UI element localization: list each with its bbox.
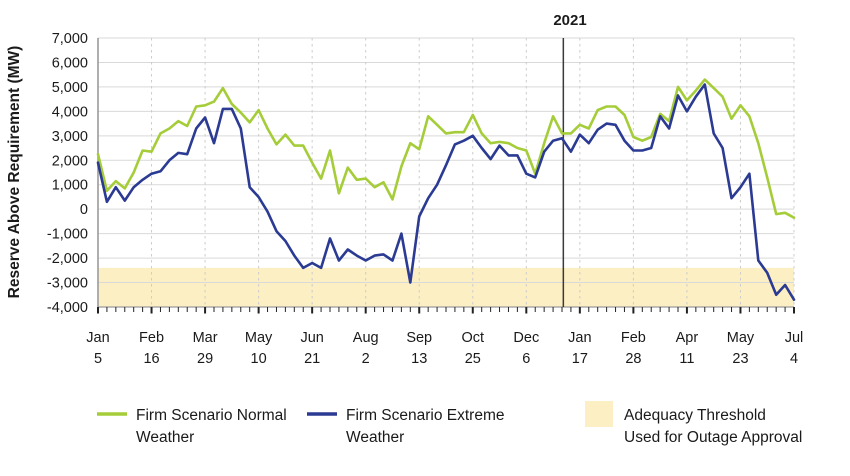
legend-box-swatch bbox=[585, 401, 613, 427]
x-tick-month-label: Jan bbox=[568, 330, 591, 346]
legend-label: Weather bbox=[136, 429, 194, 446]
x-tick-month-label: Oct bbox=[461, 330, 484, 346]
x-tick-month-label: Jan bbox=[86, 330, 109, 346]
y-tick-label: 3,000 bbox=[52, 129, 88, 145]
y-tick-label: -1,000 bbox=[47, 227, 88, 243]
adequacy-band-group bbox=[98, 267, 794, 307]
x-tick-day-label: 17 bbox=[572, 351, 588, 367]
x-tick-month-label: May bbox=[727, 330, 755, 346]
x-tick-day-label: 16 bbox=[143, 351, 159, 367]
legend-label: Adequacy Threshold bbox=[624, 407, 766, 424]
legend-group: Firm Scenario Normal Weather Firm Scenario… bbox=[97, 401, 802, 446]
series-extreme-weather-line bbox=[96, 83, 796, 302]
x-tick-month-label: Feb bbox=[621, 330, 646, 346]
y-tick-label: -3,000 bbox=[47, 276, 88, 292]
x-tick-month-label: Sep bbox=[406, 330, 432, 346]
y-tick-label: 5,000 bbox=[52, 80, 88, 96]
x-tick-day-label: 25 bbox=[465, 351, 481, 367]
x-tick-month-label: Apr bbox=[676, 330, 699, 346]
legend-label: Weather bbox=[346, 429, 404, 446]
x-tick-month-label: Jun bbox=[300, 330, 323, 346]
y-tick-label: 6,000 bbox=[52, 55, 88, 71]
x-tick-day-label: 23 bbox=[732, 351, 748, 367]
adequacy-band bbox=[98, 267, 794, 307]
x-tick-day-label: 4 bbox=[790, 351, 798, 367]
x-tick-day-label: 5 bbox=[94, 351, 102, 367]
x-tick-day-label: 11 bbox=[679, 351, 694, 367]
y-tick-label: 2,000 bbox=[52, 153, 88, 169]
x-tick-labels-group: Jan 5 Feb 16 Mar 29 May 10 Jun 21 Aug 2 Sep 13 Oct 25 De… bbox=[86, 330, 803, 367]
y-tick-label: 1,000 bbox=[52, 178, 88, 194]
y-tick-label: -4,000 bbox=[47, 300, 88, 316]
legend-label: Used for Outage Approval bbox=[624, 429, 802, 446]
y-tick-label: 0 bbox=[80, 202, 88, 218]
x-tick-month-label: Mar bbox=[193, 330, 218, 346]
x-tick-day-label: 13 bbox=[411, 351, 427, 367]
y-tick-label: -2,000 bbox=[47, 251, 88, 267]
y-axis-title: Reserve Above Requirement (MW) bbox=[6, 46, 23, 299]
y-tick-label: 7,000 bbox=[52, 31, 88, 47]
y-tick-labels-group: 7,000 6,000 5,000 4,000 3,000 2,000 1,000 0 -1,0… bbox=[47, 31, 88, 316]
x-tick-day-label: 21 bbox=[304, 351, 320, 367]
x-tick-month-label: Aug bbox=[353, 330, 379, 346]
series-group bbox=[96, 78, 796, 302]
tick-marks-group bbox=[97, 307, 795, 314]
x-tick-month-label: Feb bbox=[139, 330, 164, 346]
legend-label: Firm Scenario Normal bbox=[136, 407, 287, 424]
x-tick-day-label: 28 bbox=[625, 351, 641, 367]
x-tick-day-label: 6 bbox=[522, 351, 530, 367]
x-tick-day-label: 29 bbox=[197, 351, 213, 367]
x-tick-month-label: Dec bbox=[513, 330, 539, 346]
legend-label: Firm Scenario Extreme bbox=[346, 407, 504, 424]
series-normal-weather-line bbox=[96, 78, 796, 219]
x-tick-month-label: Jul bbox=[785, 330, 804, 346]
gridlines-group bbox=[97, 37, 795, 308]
x-tick-day-label: 2 bbox=[362, 351, 370, 367]
x-tick-day-label: 10 bbox=[251, 351, 267, 367]
year-annotation-label: 2021 bbox=[553, 12, 586, 29]
y-tick-label: 4,000 bbox=[52, 104, 88, 120]
x-tick-month-label: May bbox=[245, 330, 273, 346]
